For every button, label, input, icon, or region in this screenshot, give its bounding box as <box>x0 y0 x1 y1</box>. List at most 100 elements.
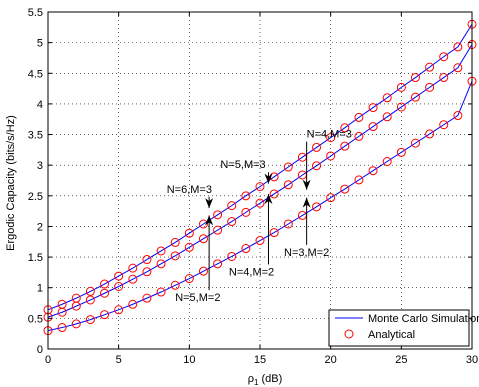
analytical-point <box>213 225 223 235</box>
analytical-point <box>255 198 265 208</box>
analytical-point <box>57 307 67 317</box>
analytical-point <box>241 207 251 217</box>
annotation-arrow-head <box>264 193 273 204</box>
annotation-label: N=4,M=2 <box>229 266 274 278</box>
analytical-point <box>453 111 463 121</box>
analytical-point <box>142 267 152 277</box>
x-tick-label: 10 <box>183 354 195 366</box>
simulation-line-3 <box>47 81 473 332</box>
analytical-point <box>100 288 110 298</box>
axis-ticks: 0 5 10 15 20 25 30 0 0.5 1 1.5 2 2.5 3 3.5 4 4.5 5 5.5 <box>28 7 478 366</box>
analytical-point <box>410 138 420 148</box>
analytical-point <box>354 112 364 122</box>
x-tick-label: 25 <box>395 354 407 366</box>
legend-circle-swatch <box>344 329 354 339</box>
y-tick-label: 1.5 <box>28 252 43 264</box>
analytical-point <box>114 305 124 315</box>
analytical-point <box>198 266 208 276</box>
analytical-point <box>184 242 194 252</box>
analytical-point <box>71 301 81 311</box>
analytical-point <box>85 295 95 305</box>
annotations: N=4,M=3 N=5,M=3 N=6,M=3 N=4,M=2 N=3,M=2 N=5,M… <box>167 129 352 305</box>
x-tick-label: 0 <box>45 354 51 366</box>
analytical-point <box>382 157 392 167</box>
analytical-point <box>142 255 152 265</box>
grid-lines <box>48 12 472 349</box>
analytical-point <box>128 274 138 284</box>
analytical-point <box>312 161 322 171</box>
analytical-point <box>227 201 237 211</box>
y-tick-label: 5.5 <box>28 7 43 19</box>
analytical-point <box>114 282 124 292</box>
analytical-point <box>425 62 435 72</box>
analytical-point <box>156 246 166 256</box>
analytical-point <box>100 310 110 320</box>
analytical-point <box>269 228 279 238</box>
analytical-point <box>340 184 350 194</box>
annotation-arrow-head <box>302 197 311 208</box>
analytical-point <box>241 191 251 201</box>
analytical-point <box>100 279 110 289</box>
analytical-point <box>396 102 406 112</box>
annotation-arrow-head <box>264 173 273 184</box>
analytical-point <box>368 166 378 176</box>
analytical-point <box>340 123 350 133</box>
analytical-point <box>241 244 251 254</box>
x-axis-subscript: 1 <box>254 378 259 387</box>
analytical-point <box>382 112 392 122</box>
simulation-line-2 <box>47 44 473 318</box>
analytical-point <box>410 92 420 102</box>
analytical-point <box>439 120 449 130</box>
analytical-point <box>326 133 336 143</box>
analytical-point <box>184 228 194 238</box>
y-axis-label: Ergodic Capacity (bits/s/Hz) <box>5 115 17 251</box>
simulation-line-1 <box>47 23 473 311</box>
analytical-point <box>227 217 237 227</box>
annotation-label: N=3,M=2 <box>284 247 329 259</box>
y-tick-label: 4 <box>37 99 43 111</box>
x-axis-unit: (dB) <box>258 373 282 385</box>
analytical-point <box>396 147 406 157</box>
annotation-arrow-head <box>302 179 311 190</box>
analytical-point <box>198 234 208 244</box>
analytical-point <box>368 122 378 132</box>
analytical-point <box>170 280 180 290</box>
annotation-arrow-head <box>205 198 214 209</box>
legend-box <box>328 309 470 347</box>
annotation-arrow-head <box>205 215 214 226</box>
series-layer <box>43 19 477 336</box>
analytical-point <box>439 52 449 62</box>
analytical-point <box>354 131 364 141</box>
x-tick-label: 15 <box>254 354 266 366</box>
analytical-point <box>128 299 138 309</box>
y-tick-label: 1 <box>37 283 43 295</box>
analytical-point <box>156 287 166 297</box>
analytical-point <box>283 180 293 190</box>
y-tick-label: 3 <box>37 160 43 172</box>
analytical-point <box>439 73 449 83</box>
y-tick-label: 4.5 <box>28 68 43 80</box>
annotation-label: N=5,M=3 <box>220 159 265 171</box>
analytical-point <box>425 129 435 139</box>
analytical-point <box>312 202 322 212</box>
analytical-point <box>85 315 95 325</box>
analytical-point <box>255 236 265 246</box>
x-tick-label: 30 <box>466 354 478 366</box>
analytical-point <box>340 141 350 151</box>
analytical-point <box>312 142 322 152</box>
analytical-point <box>410 73 420 83</box>
analytical-point <box>213 210 223 220</box>
analytical-point <box>283 219 293 229</box>
analytical-point <box>255 182 265 192</box>
x-tick-label: 5 <box>116 354 122 366</box>
legend-label-analytical: Analytical <box>368 329 415 341</box>
analytical-point <box>85 286 95 296</box>
x-axis-symbol: ρ <box>248 373 254 385</box>
y-tick-label: 0 <box>37 344 43 356</box>
y-tick-label: 2.5 <box>28 191 43 203</box>
analytical-point <box>396 82 406 92</box>
analytical-point <box>198 219 208 229</box>
analytical-point <box>368 103 378 113</box>
y-tick-label: 2 <box>37 221 43 233</box>
